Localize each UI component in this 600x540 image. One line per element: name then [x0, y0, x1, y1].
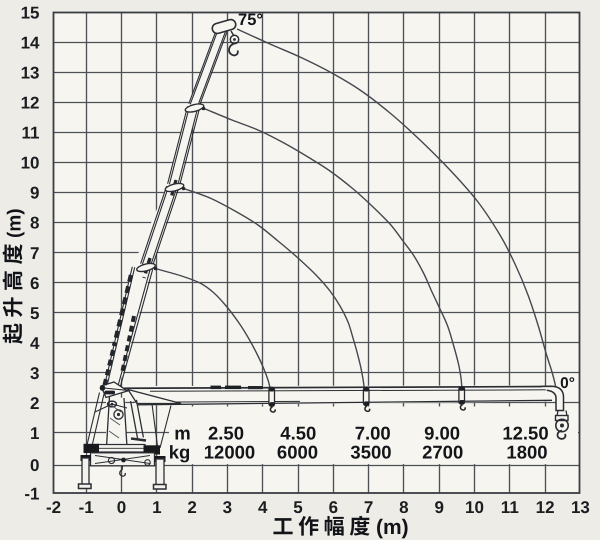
svg-text:(m): (m) [376, 516, 409, 539]
svg-text:6000: 6000 [277, 442, 318, 463]
svg-text:13: 13 [571, 498, 590, 517]
svg-text:6: 6 [30, 274, 39, 293]
svg-text:9.00: 9.00 [424, 423, 460, 444]
svg-text:3: 3 [30, 364, 39, 383]
svg-text:10: 10 [465, 498, 484, 517]
svg-text:75°: 75° [238, 11, 263, 29]
svg-text:3: 3 [223, 498, 232, 517]
svg-text:15: 15 [21, 3, 40, 22]
svg-text:11: 11 [22, 124, 40, 143]
svg-text:1800: 1800 [506, 442, 547, 463]
svg-text:-2: -2 [46, 498, 61, 517]
svg-text:12.50: 12.50 [502, 423, 548, 444]
svg-text:-1: -1 [24, 484, 39, 503]
svg-text:8: 8 [30, 214, 39, 233]
svg-text:11: 11 [501, 498, 519, 517]
svg-text:-1: -1 [79, 498, 94, 517]
svg-text:12: 12 [21, 94, 40, 113]
svg-text:2700: 2700 [422, 442, 463, 463]
svg-text:9: 9 [30, 184, 39, 203]
svg-text:2: 2 [187, 498, 196, 517]
svg-text:0: 0 [30, 456, 39, 475]
svg-text:13: 13 [21, 63, 40, 82]
svg-text:4: 4 [30, 334, 40, 353]
svg-text:4.50: 4.50 [280, 423, 316, 444]
svg-text:7.00: 7.00 [355, 423, 391, 444]
svg-text:0: 0 [117, 498, 126, 517]
svg-text:2: 2 [30, 394, 39, 413]
svg-text:0°: 0° [560, 375, 575, 392]
svg-text:1: 1 [152, 498, 161, 517]
svg-text:12000: 12000 [204, 442, 255, 463]
svg-text:7: 7 [30, 244, 39, 263]
svg-text:9: 9 [434, 498, 443, 517]
svg-text:7: 7 [364, 498, 373, 517]
svg-text:3500: 3500 [350, 442, 391, 463]
svg-text:5: 5 [30, 304, 39, 323]
svg-text:1: 1 [30, 424, 39, 443]
svg-text:m: m [174, 423, 190, 444]
svg-text:10: 10 [21, 154, 40, 173]
svg-text:14: 14 [21, 33, 40, 52]
svg-text:8: 8 [399, 498, 408, 517]
svg-text:12: 12 [536, 498, 555, 517]
svg-text:kg: kg [169, 442, 191, 463]
svg-text:4: 4 [258, 498, 268, 517]
svg-text:5: 5 [293, 498, 302, 517]
svg-text:6: 6 [329, 498, 338, 517]
svg-text:2.50: 2.50 [208, 423, 244, 444]
svg-text:(m): (m) [5, 208, 26, 238]
